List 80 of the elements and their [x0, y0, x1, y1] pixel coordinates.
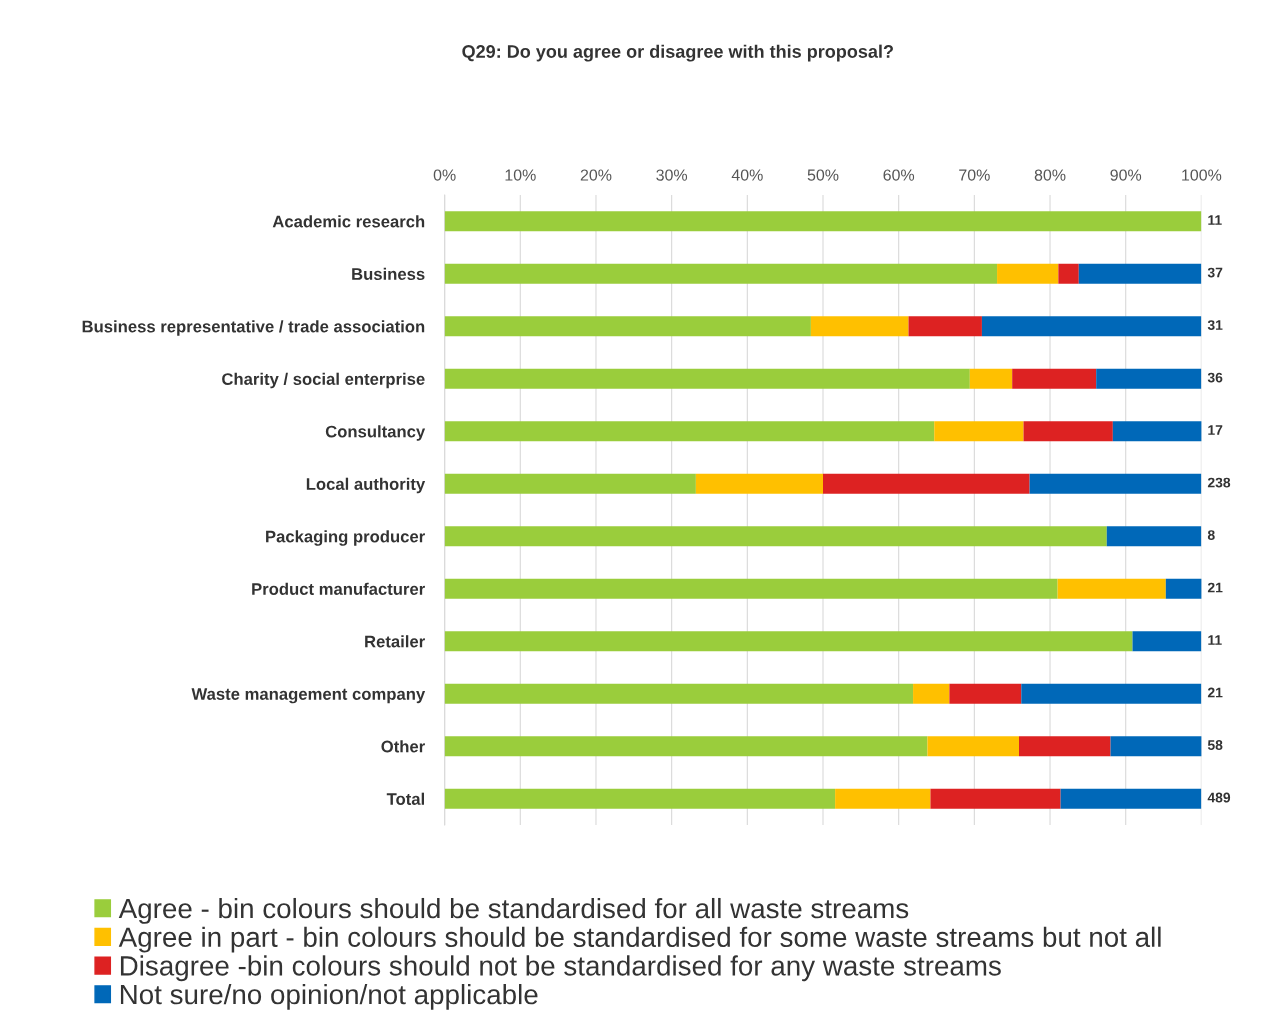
y-tick-label: Waste management company: [191, 688, 426, 704]
bar: [1060, 788, 1202, 809]
bar: [444, 368, 970, 389]
y-tick-label: Product manufacturer: [252, 582, 425, 595]
bar: [835, 788, 931, 809]
bar: [927, 736, 1019, 757]
x-tick-label: 40%: [731, 169, 763, 181]
bar: [1058, 263, 1079, 284]
bar: [444, 788, 836, 809]
bar: [444, 578, 1058, 599]
text: 11: [1208, 635, 1222, 645]
y-tick-label: Other: [381, 740, 425, 753]
bar: [997, 263, 1059, 284]
x-tick-label: 60%: [883, 169, 915, 181]
bar: [444, 526, 1107, 547]
bar: [1057, 578, 1166, 599]
bar: [934, 421, 1024, 442]
x-tick-label: 0%: [433, 169, 456, 181]
bar: [1021, 683, 1202, 704]
bar: [444, 421, 935, 442]
x-tick-label: 20%: [580, 169, 612, 181]
text: 489: [1207, 792, 1231, 803]
bar: [981, 316, 1202, 337]
x-tick-label: 100%: [1182, 169, 1222, 181]
x-tick-label: 70%: [959, 169, 990, 181]
text: 58: [1207, 740, 1223, 750]
y-tick-label: Local authority: [306, 477, 426, 494]
x-tick-label: 30%: [656, 169, 688, 181]
text: 21: [1207, 687, 1223, 698]
bar: [930, 788, 1061, 809]
bar: [1096, 368, 1202, 389]
bar: [444, 631, 1133, 652]
bar: [1012, 368, 1097, 389]
bar: [823, 473, 1030, 494]
legend-label: Disagree -bin colours should not be standardised for any waste streams: [120, 955, 1001, 982]
bar: [1019, 736, 1111, 757]
bar: [444, 211, 1202, 232]
bar: [1023, 421, 1113, 442]
bar: [1165, 578, 1202, 599]
bar: [913, 683, 950, 704]
y-tick-label: Retailer: [365, 635, 425, 648]
bar: [444, 736, 928, 757]
bar: [444, 473, 696, 494]
bar: [810, 316, 909, 337]
bar: [1132, 631, 1202, 652]
bar: [908, 316, 982, 337]
text: 31: [1207, 320, 1223, 330]
x-tick-label: 80%: [1034, 169, 1066, 181]
y-tick-label: Consultancy: [325, 425, 426, 441]
x-tick-label: 50%: [807, 169, 839, 181]
y-tick-label: Business: [352, 267, 425, 280]
text: 17: [1208, 425, 1223, 435]
y-tick-label: Packaging producer: [266, 530, 425, 546]
bar: [1078, 263, 1202, 284]
text: 238: [1207, 477, 1231, 488]
x-tick-label: 10%: [505, 169, 536, 181]
bar: [444, 263, 998, 284]
bar: [695, 473, 823, 494]
x-tick-label: 90%: [1110, 169, 1142, 181]
legend-label: Not sure/no opinion/not applicable: [120, 983, 538, 1010]
bar: [1106, 526, 1202, 547]
legend-label: Agree - bin colours should be standardised for all waste streams: [118, 897, 909, 924]
y-tick-label: Charity / social enterprise: [222, 372, 425, 389]
bar: [444, 683, 914, 704]
bar: [1029, 473, 1202, 494]
y-tick-label: Academic research: [272, 215, 425, 228]
legend-label: Agree in part - bin colours should be standardised for some waste streams but not all: [118, 926, 1161, 953]
y-tick-label: Business representative / trade association: [82, 320, 425, 336]
y-tick-label: Total: [386, 792, 425, 805]
text: 37: [1207, 267, 1223, 278]
bar: [444, 316, 811, 337]
text: 8: [1207, 530, 1215, 540]
bar: [1112, 421, 1202, 442]
bar: [1110, 736, 1202, 757]
chart-title: Q29: Do you agree or disagree with this proposal?: [462, 44, 893, 62]
text: 11: [1208, 215, 1222, 225]
text: 36: [1207, 372, 1223, 383]
bar: [969, 368, 1013, 389]
text: 21: [1207, 582, 1223, 593]
bar: [949, 683, 1022, 704]
